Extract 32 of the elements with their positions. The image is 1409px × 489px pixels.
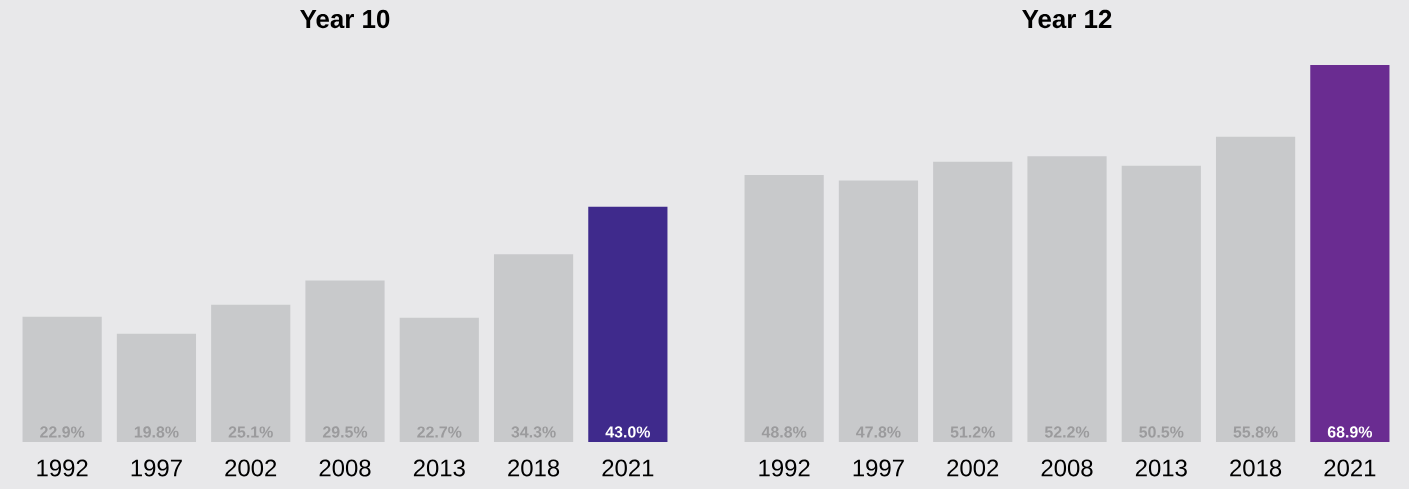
bar xyxy=(1215,136,1296,442)
x-tick-label: 1992 xyxy=(759,459,810,477)
x-tick-label: 1992 xyxy=(37,459,88,477)
bar xyxy=(22,316,102,442)
x-tick-label: 2008 xyxy=(1041,459,1093,477)
x-tick-label: 2013 xyxy=(413,459,465,477)
bar xyxy=(1027,156,1107,442)
bar xyxy=(116,333,197,442)
chart-title: Year 10 xyxy=(300,9,390,29)
x-tick-label: 1997 xyxy=(131,459,182,477)
x-tick-label: 2002 xyxy=(225,459,277,477)
bar xyxy=(399,317,479,442)
chart-title: Year 12 xyxy=(1022,9,1112,29)
bar xyxy=(305,280,385,442)
x-tick-label: 2008 xyxy=(319,459,371,477)
x-tick-label: 2013 xyxy=(1135,459,1187,477)
x-tick-label: 2021 xyxy=(1324,459,1376,477)
bar xyxy=(744,174,824,442)
bar xyxy=(211,304,291,442)
bar xyxy=(1310,64,1390,442)
data-label: 43.0% xyxy=(605,426,651,438)
bar xyxy=(1121,165,1201,442)
bar xyxy=(933,161,1013,442)
bar xyxy=(493,254,574,442)
data-label: 68.9% xyxy=(1327,426,1373,438)
x-tick-label: 2018 xyxy=(1230,459,1282,477)
bar xyxy=(588,206,668,442)
x-tick-label: 2002 xyxy=(947,459,999,477)
x-tick-label: 2018 xyxy=(508,459,560,477)
bar xyxy=(838,180,919,442)
x-tick-label: 1997 xyxy=(853,459,904,477)
x-tick-label: 2021 xyxy=(602,459,654,477)
